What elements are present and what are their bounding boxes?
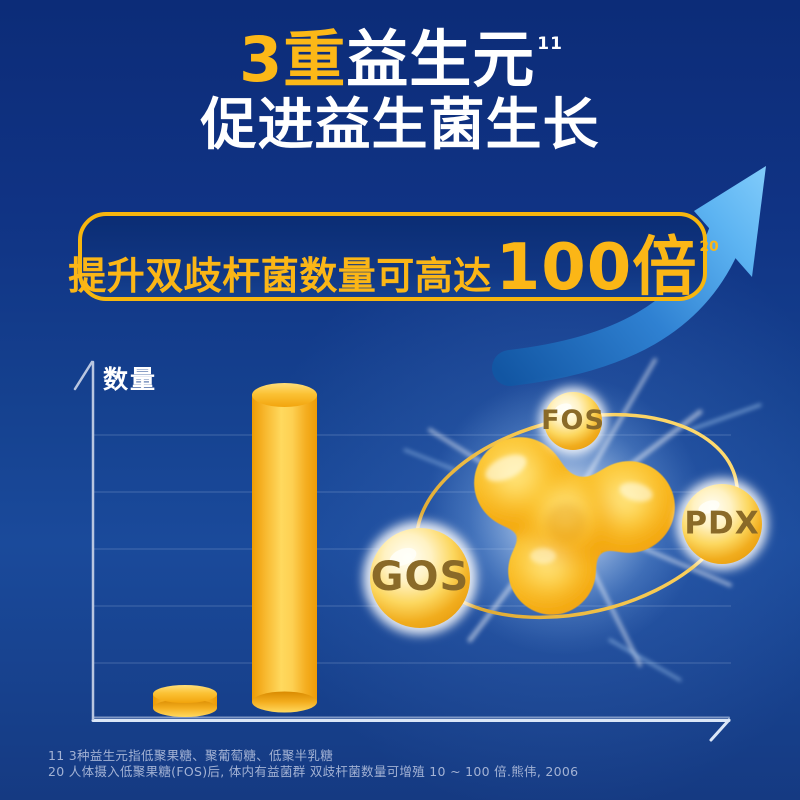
bar-tall-cylinder bbox=[252, 383, 317, 713]
bar-small-cylinder bbox=[153, 685, 217, 717]
bubble-fos bbox=[539, 387, 607, 455]
blob-highlights bbox=[485, 454, 653, 564]
headline-highlight: 3重 bbox=[239, 23, 347, 96]
footnote-line1: 11 3种益生元指低聚果糖、聚葡萄糖、低聚半乳糖 bbox=[48, 748, 334, 763]
bubble-gos bbox=[363, 521, 477, 635]
claim-text: 提升双歧杆菌数量可高达 bbox=[68, 254, 492, 298]
y-axis-label: 数量 bbox=[103, 365, 158, 394]
x-axis-arrowhead bbox=[709, 718, 731, 742]
footnote-line2: 20 人体摄入低聚果糖(FOS)后, 体内有益菌群 双歧杆菌数量可增殖 10 ~… bbox=[48, 764, 579, 779]
headline-footnote-ref: 11 bbox=[537, 34, 563, 54]
claim-footnote-ref: 20 bbox=[699, 239, 719, 255]
headline-line1: 3重益生元 11 bbox=[0, 28, 800, 91]
bubble-label-pdx: PDX bbox=[684, 505, 760, 542]
y-axis-arrowhead bbox=[73, 360, 94, 391]
claim-banner: 提升双歧杆菌数量可高达 100倍 20 bbox=[68, 212, 719, 305]
headline-rest: 益生元 bbox=[346, 23, 536, 96]
growth-arrow-head bbox=[694, 166, 766, 277]
footnotes: 11 3种益生元指低聚果糖、聚葡萄糖、低聚半乳糖 20 人体摄入低聚果糖(FOS… bbox=[48, 748, 578, 780]
headline-line2: 促进益生菌生长 bbox=[200, 93, 600, 159]
chart-axes bbox=[73, 360, 731, 742]
bubble-label-gos: GOS bbox=[370, 554, 470, 601]
bubble-pdx bbox=[676, 478, 768, 570]
claim-big-number: 100倍 bbox=[495, 231, 698, 305]
headline: 3重益生元 11 促进益生菌生长 bbox=[0, 28, 800, 154]
bubble-label-fos: FOS bbox=[541, 404, 605, 436]
